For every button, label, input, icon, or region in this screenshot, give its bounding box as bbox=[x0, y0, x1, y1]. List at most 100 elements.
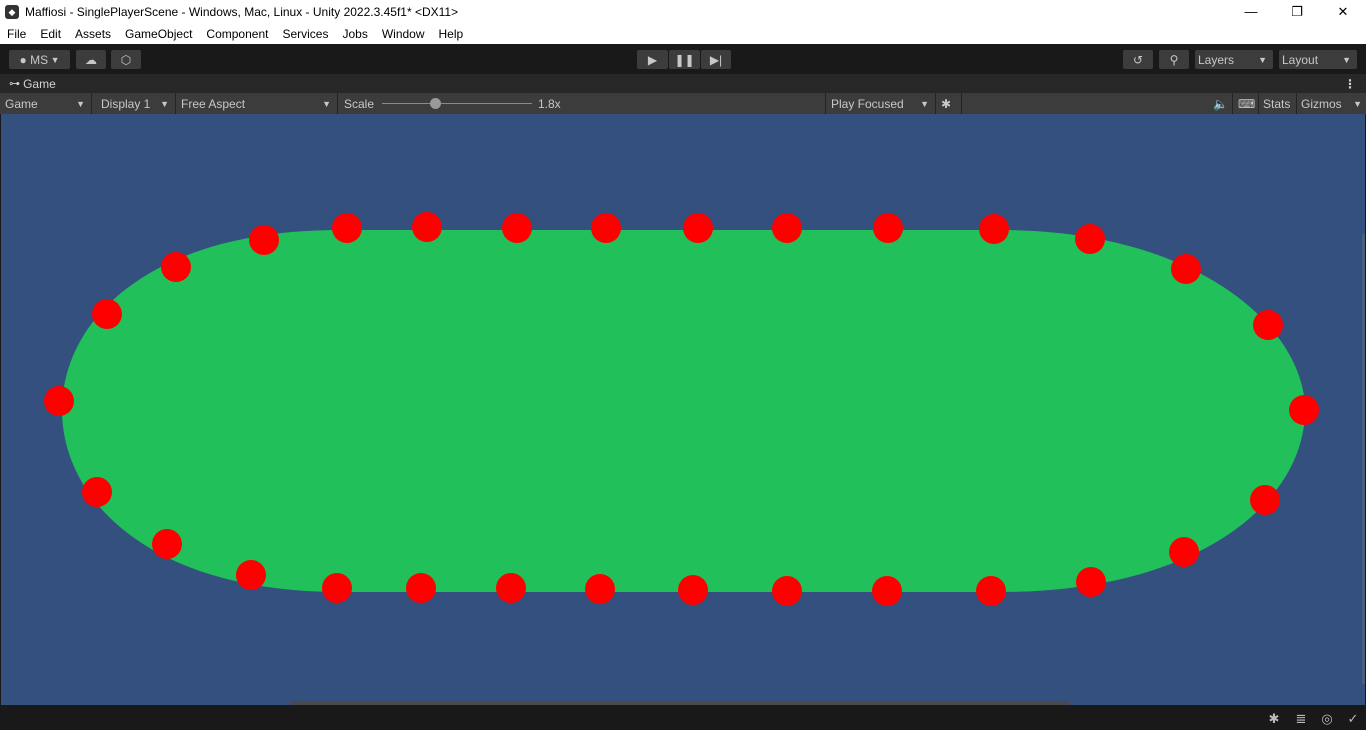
scale-slider[interactable] bbox=[382, 98, 532, 109]
seat-marker bbox=[412, 212, 442, 242]
seat-marker bbox=[502, 213, 532, 243]
cloud-icon: ☁ bbox=[85, 52, 97, 67]
minimize-button[interactable]: — bbox=[1244, 4, 1258, 19]
seat-marker bbox=[1169, 537, 1199, 567]
gizmos-button[interactable]: Gizmos ▼ bbox=[1301, 96, 1362, 111]
poker-table bbox=[62, 230, 1305, 592]
stats-button[interactable]: Stats bbox=[1259, 93, 1297, 114]
close-button[interactable]: ✕ bbox=[1337, 4, 1349, 19]
bug-icon: ✱ bbox=[941, 96, 952, 111]
game-view-toolbar: Game ▼ Display 1 ▼ Free Aspect ▼ Scale 1.8x… bbox=[0, 93, 1366, 114]
seat-marker bbox=[976, 576, 1006, 606]
hexagon-icon: ⬡ bbox=[120, 52, 132, 67]
cloud-button[interactable]: ☁ bbox=[76, 50, 106, 69]
horizontal-scrollbar[interactable] bbox=[290, 701, 1070, 705]
seat-marker bbox=[496, 573, 526, 603]
scale-slider-handle[interactable] bbox=[429, 98, 441, 109]
speaker-icon: 🔈 bbox=[1213, 96, 1228, 111]
step-icon: ▶| bbox=[709, 52, 723, 67]
game-tab-bar: ⊶ Game ⋮ bbox=[0, 74, 1366, 93]
menu-gameobject[interactable]: GameObject bbox=[125, 27, 193, 41]
game-mode-dropdown[interactable]: Game ▼ bbox=[0, 93, 92, 114]
aspect-dropdown[interactable]: Free Aspect ▼ bbox=[176, 93, 338, 114]
chevron-down-icon: ▼ bbox=[920, 98, 929, 109]
game-view[interactable] bbox=[1, 114, 1365, 705]
seat-marker bbox=[332, 213, 362, 243]
check-circle-icon[interactable]: ✓ bbox=[1347, 711, 1359, 726]
bug-disabled-icon[interactable]: ✱ bbox=[1268, 711, 1280, 726]
seat-marker bbox=[236, 560, 266, 590]
seat-marker bbox=[873, 213, 903, 243]
chevron-down-icon: ▼ bbox=[1353, 98, 1362, 109]
seat-marker bbox=[872, 576, 902, 606]
seat-marker bbox=[1253, 310, 1283, 340]
window-title: Maffiosi - SinglePlayerScene - Windows, … bbox=[25, 5, 459, 19]
database-icon[interactable]: ≣ bbox=[1295, 711, 1307, 726]
gamepad-icon: ⊶ bbox=[9, 78, 24, 90]
menu-jobs[interactable]: Jobs bbox=[342, 27, 368, 41]
chevron-down-icon: ▼ bbox=[1258, 54, 1267, 65]
account-dropdown[interactable]: ● MS ▼ bbox=[9, 50, 70, 69]
seat-marker bbox=[678, 575, 708, 605]
title-bar: ◆ Maffiosi - SinglePlayerScene - Windows… bbox=[0, 0, 1366, 24]
keyboard-icon: ⌨ bbox=[1238, 96, 1256, 111]
display-dropdown[interactable]: Display 1 ▼ bbox=[92, 93, 176, 114]
tab-game[interactable]: Game bbox=[23, 76, 56, 91]
chevron-down-icon: ▼ bbox=[160, 98, 169, 109]
mute-audio-button[interactable]: 🔈 bbox=[1208, 93, 1233, 114]
seat-marker bbox=[1075, 224, 1105, 254]
status-bar: ✱ ≣ ◎ ✓ bbox=[0, 701, 1366, 730]
pause-button[interactable]: ❚❚ bbox=[669, 50, 700, 69]
seat-marker bbox=[772, 576, 802, 606]
tab-menu-button[interactable]: ⋮ bbox=[1344, 76, 1356, 91]
seat-marker bbox=[683, 213, 713, 243]
step-button[interactable]: ▶| bbox=[701, 50, 731, 69]
chevron-down-icon: ▼ bbox=[76, 98, 85, 109]
unity-logo-icon: ◆ bbox=[5, 5, 19, 19]
menu-component[interactable]: Component bbox=[206, 27, 269, 41]
menu-edit[interactable]: Edit bbox=[40, 27, 62, 41]
seat-marker bbox=[161, 252, 191, 282]
seat-marker bbox=[585, 574, 615, 604]
menu-help[interactable]: Help bbox=[438, 27, 464, 41]
seat-marker bbox=[82, 477, 112, 507]
debug-button[interactable]: ✱ bbox=[936, 93, 962, 114]
game-scene bbox=[44, 212, 1319, 606]
seat-marker bbox=[772, 213, 802, 243]
shortcuts-button[interactable]: ⌨ bbox=[1233, 93, 1259, 114]
seat-marker bbox=[1289, 395, 1319, 425]
scale-control: Scale 1.8x bbox=[338, 93, 826, 114]
menu-file[interactable]: File bbox=[7, 27, 27, 41]
menu-assets[interactable]: Assets bbox=[75, 27, 112, 41]
history-icon: ↺ bbox=[1132, 52, 1144, 67]
seat-marker bbox=[1171, 254, 1201, 284]
seat-marker bbox=[979, 214, 1009, 244]
account-icon: ● bbox=[19, 52, 31, 67]
search-button[interactable]: ⚲ bbox=[1159, 50, 1189, 69]
seat-marker bbox=[406, 573, 436, 603]
play-button[interactable]: ▶ bbox=[637, 50, 668, 69]
menu-bar: File Edit Assets GameObject Component Se… bbox=[0, 24, 1366, 44]
seat-marker bbox=[1076, 567, 1106, 597]
maximize-button[interactable]: ❐ bbox=[1291, 4, 1303, 19]
view-scrollbar[interactable] bbox=[1362, 234, 1365, 684]
history-button[interactable]: ↺ bbox=[1123, 50, 1153, 69]
search-icon: ⚲ bbox=[1169, 52, 1179, 67]
seat-marker bbox=[1250, 485, 1280, 515]
play-icon: ▶ bbox=[647, 52, 658, 67]
chevron-down-icon: ▼ bbox=[322, 98, 331, 109]
pause-icon: ❚❚ bbox=[674, 52, 695, 67]
play-focused-dropdown[interactable]: Play Focused ▼ bbox=[826, 93, 936, 114]
layers-dropdown[interactable]: Layers ▼ bbox=[1195, 50, 1273, 69]
menu-services[interactable]: Services bbox=[282, 27, 329, 41]
package-button[interactable]: ⬡ bbox=[111, 50, 141, 69]
menu-window[interactable]: Window bbox=[381, 27, 425, 41]
seat-marker bbox=[249, 225, 279, 255]
seat-marker bbox=[152, 529, 182, 559]
chevron-down-icon: ▼ bbox=[1342, 54, 1351, 65]
visibility-icon[interactable]: ◎ bbox=[1321, 711, 1333, 726]
seat-marker bbox=[92, 299, 122, 329]
main-toolbar: ● MS ▼ ☁ ⬡ ▶ ❚❚ ▶| ↺ ⚲ Layers ▼ Layout ▼ bbox=[0, 44, 1366, 74]
seat-marker bbox=[591, 213, 621, 243]
layout-dropdown[interactable]: Layout ▼ bbox=[1279, 50, 1357, 69]
